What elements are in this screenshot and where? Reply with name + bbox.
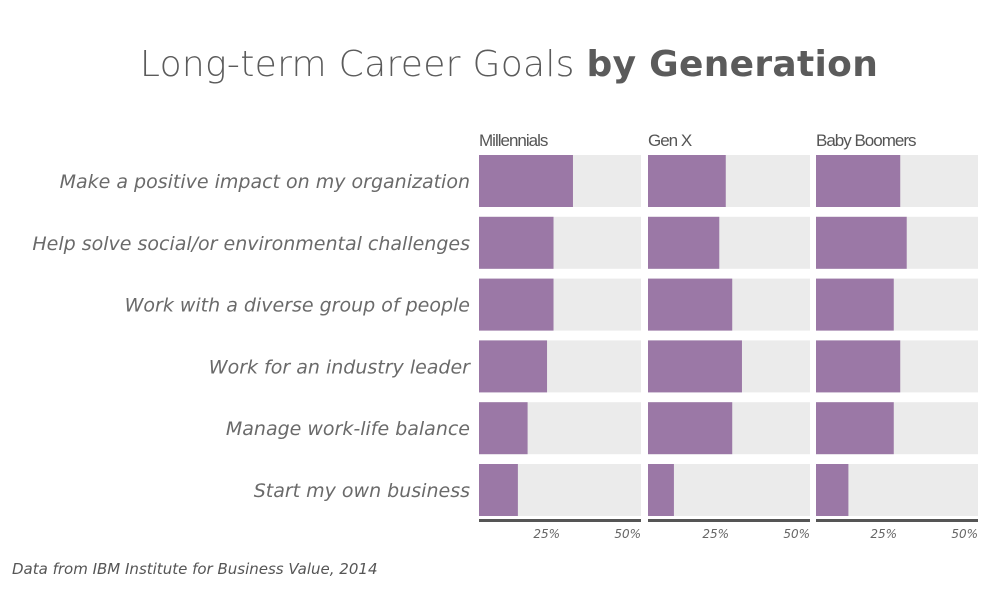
x-axis-line — [479, 519, 641, 522]
bar — [648, 278, 733, 331]
source-note: Data from IBM Institute for Business Val… — [12, 560, 378, 578]
row-label: Work for an industry leader — [209, 356, 471, 378]
panel-label: Millennials — [479, 131, 548, 150]
tick-label: 25% — [533, 527, 560, 541]
row-label: Start my own business — [254, 480, 470, 502]
bar — [816, 216, 907, 269]
tick-label: 50% — [614, 527, 641, 541]
bar — [816, 464, 849, 516]
x-axis-line — [816, 519, 978, 522]
row-label: Manage work-life balance — [226, 418, 470, 440]
bar — [816, 402, 894, 455]
tick-label: 25% — [870, 527, 897, 541]
bar — [479, 216, 554, 269]
bar — [479, 340, 548, 393]
chart-title-bold: by Generation — [586, 44, 879, 85]
bar — [648, 464, 674, 516]
chart-title-light: Long-term Career Goals — [139, 44, 575, 85]
panel-label: Baby Boomers — [816, 131, 916, 150]
bar — [648, 216, 720, 269]
row-label: Help solve social/or environmental chall… — [32, 233, 470, 255]
bar — [816, 278, 894, 331]
bar — [648, 155, 726, 207]
bar — [816, 155, 901, 207]
bar — [648, 402, 733, 455]
bar — [479, 155, 573, 207]
x-axis-line — [648, 519, 810, 522]
bar — [479, 278, 554, 331]
bar-track — [648, 464, 810, 516]
chart-title: Long-term Career Goals by Generation — [0, 44, 1000, 85]
bar — [479, 464, 518, 516]
panel-label: Gen X — [648, 131, 692, 150]
bar — [648, 340, 742, 393]
row-label: Work with a diverse group of people — [125, 295, 470, 317]
bar — [479, 402, 528, 455]
bar — [816, 340, 901, 393]
row-label: Make a positive impact on my organizatio… — [60, 171, 470, 193]
tick-label: 25% — [702, 527, 729, 541]
tick-label: 50% — [951, 527, 978, 541]
tick-label: 50% — [783, 527, 810, 541]
